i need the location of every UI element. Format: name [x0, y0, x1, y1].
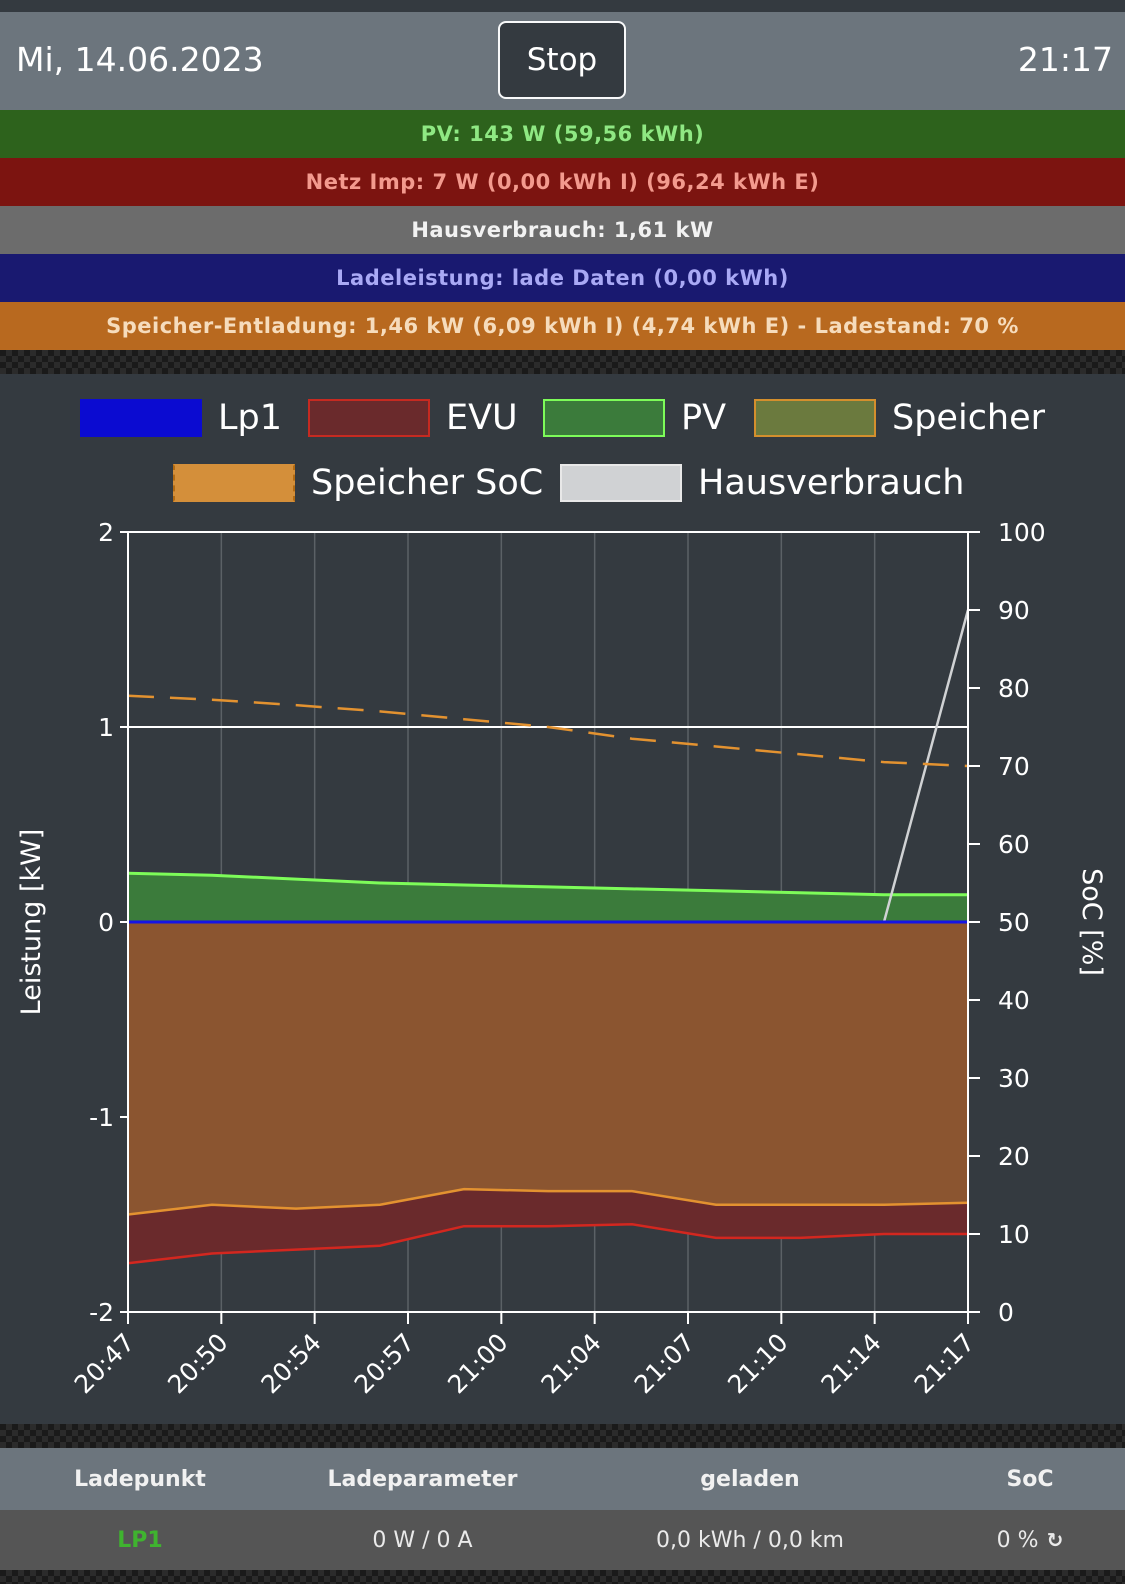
x-tick-label: 20:54	[255, 1328, 326, 1399]
legend-speicher-soc[interactable]: Speicher SoC	[173, 463, 543, 503]
y2-tick-label: 90	[998, 596, 1030, 625]
header-ladepunkt: Ladepunkt	[74, 1466, 206, 1492]
ladeparameter-value: 0 W / 0 A	[372, 1527, 473, 1553]
y-axis-label: Leistung [kW]	[16, 829, 47, 1016]
refresh-icon[interactable]: ↻	[1046, 1528, 1064, 1552]
hausverbrauch-line	[128, 609, 970, 924]
legend-label-pv: PV	[681, 398, 727, 438]
x-tick-label: 20:47	[69, 1328, 140, 1399]
y2-tick-label: 40	[998, 986, 1030, 1015]
y-tick-label: -2	[89, 1298, 114, 1327]
time-display: 21:17	[1017, 40, 1113, 79]
legend-label-lp1: Lp1	[218, 398, 282, 438]
legend-pv[interactable]: PV	[543, 398, 726, 438]
legend-evu[interactable]: EVU	[308, 398, 518, 438]
legend-label-speicher-soc: Speicher SoC	[311, 463, 544, 503]
y-tick-label: -1	[89, 1103, 114, 1132]
y2-tick-label: 20	[998, 1142, 1030, 1171]
x-tick-label: 21:00	[442, 1328, 513, 1399]
table-row[interactable]: LP1 0 W / 0 A 0,0 kWh / 0,0 km 0 % ↻	[0, 1510, 1125, 1570]
speicher-line	[127, 1187, 969, 1216]
x-tick-label: 21:07	[629, 1328, 700, 1399]
legend-lp1[interactable]: Lp1	[80, 398, 282, 438]
y-tick-label: 2	[98, 518, 114, 547]
table-header: Ladepunkt Ladeparameter geladen SoC	[0, 1448, 1125, 1510]
evu-line	[127, 1222, 968, 1265]
legend-hausverbrauch[interactable]: Hausverbrauch	[560, 463, 964, 503]
legend-label-hausverbrauch: Hausverbrauch	[698, 463, 965, 503]
chart-lines	[127, 609, 970, 1265]
separator	[0, 350, 1125, 374]
y2-tick-label: 10	[998, 1220, 1030, 1249]
y2-tick-label: 70	[998, 752, 1030, 781]
y2-tick-label: 0	[998, 1298, 1014, 1327]
pv-status-bar: PV: 143 W (59,56 kWh)	[0, 110, 1125, 158]
y-tick-label: 1	[98, 713, 114, 742]
chart-areas	[128, 873, 968, 1264]
pv-area	[128, 873, 968, 922]
speicher-status-bar: Speicher-Entladung: 1,46 kW (6,09 kWh I)…	[0, 302, 1125, 350]
legend-swatch-lp1	[80, 399, 202, 437]
separator	[0, 1424, 1125, 1448]
legend-swatch-hausverbrauch	[560, 464, 682, 502]
legend-swatch-pv	[543, 399, 665, 437]
ladeleistung-status-bar: Ladeleistung: lade Daten (0,00 kWh)	[0, 254, 1125, 302]
speicher-soc-line	[127, 694, 969, 768]
y2-tick-label: 30	[998, 1064, 1030, 1093]
date-display: Mi, 14.06.2023	[16, 40, 264, 79]
header-soc: SoC	[1006, 1466, 1054, 1492]
separator	[0, 1570, 1125, 1584]
y2-tick-label: 80	[998, 674, 1030, 703]
header-geladen: geladen	[700, 1466, 800, 1492]
x-tick-label: 21:04	[535, 1328, 606, 1399]
legend-swatch-speicher	[754, 399, 876, 437]
geladen-value: 0,0 kWh / 0,0 km	[656, 1527, 844, 1553]
y2-tick-label: 50	[998, 908, 1030, 937]
x-tick-label: 20:50	[162, 1328, 233, 1399]
y-tick-label: 0	[98, 908, 114, 937]
y2-tick-label: 100	[998, 518, 1046, 547]
soc-cell: 0 % ↻	[960, 1510, 1100, 1570]
stop-button[interactable]: Stop	[498, 21, 626, 99]
speicher-area	[128, 922, 968, 1215]
legend-label-speicher: Speicher	[892, 398, 1046, 438]
x-tick-label: 20:57	[349, 1328, 420, 1399]
legend-swatch-speicher-soc	[173, 464, 295, 502]
soc-value: 0 %	[996, 1527, 1039, 1553]
legend-swatch-evu	[308, 399, 430, 437]
legend-label-evu: EVU	[446, 398, 518, 438]
x-tick-label: 21:10	[722, 1328, 793, 1399]
hausverbrauch-status-bar: Hausverbrauch: 1,61 kW	[0, 206, 1125, 254]
x-tick-label: 21:17	[909, 1328, 980, 1399]
header-ladeparameter: Ladeparameter	[327, 1466, 518, 1492]
pv-line	[127, 871, 968, 897]
y2-tick-label: 60	[998, 830, 1030, 859]
header: Mi, 14.06.2023 Stop 21:17	[0, 12, 1125, 110]
legend-speicher[interactable]: Speicher	[754, 398, 1045, 438]
ladepunkt-name[interactable]: LP1	[117, 1527, 163, 1553]
top-stripe	[0, 0, 1125, 12]
y2-axis-label: SoC [%]	[1076, 868, 1107, 976]
x-tick-label: 21:14	[815, 1328, 886, 1399]
netz-status-bar: Netz Imp: 7 W (0,00 kWh I) (96,24 kWh E)	[0, 158, 1125, 206]
